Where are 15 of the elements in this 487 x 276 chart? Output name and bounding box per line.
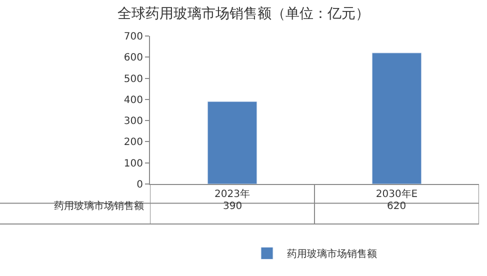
y-tick-label: 400 xyxy=(124,94,143,106)
y-tick-label: 600 xyxy=(124,52,143,64)
x-tick-label: 2023年 xyxy=(214,188,250,200)
y-tick-label: 0 xyxy=(136,180,143,190)
y-tick-label: 700 xyxy=(124,32,143,42)
y-tick-label: 300 xyxy=(124,116,143,128)
y-tick-label: 100 xyxy=(124,158,143,170)
y-tick-label: 500 xyxy=(124,74,143,85)
data-label: 620 xyxy=(387,201,406,212)
legend-label: 药用玻璃市场销售额 xyxy=(287,248,377,260)
data-label: 390 xyxy=(223,201,242,212)
y-tick-label: 200 xyxy=(124,137,143,148)
x-tick-label: 2030年E xyxy=(376,188,418,200)
text: 药用玻璃市场销售额 xyxy=(54,201,144,212)
chart-title: 全球药用玻璃市场销售额（单位：亿元） xyxy=(118,6,370,22)
